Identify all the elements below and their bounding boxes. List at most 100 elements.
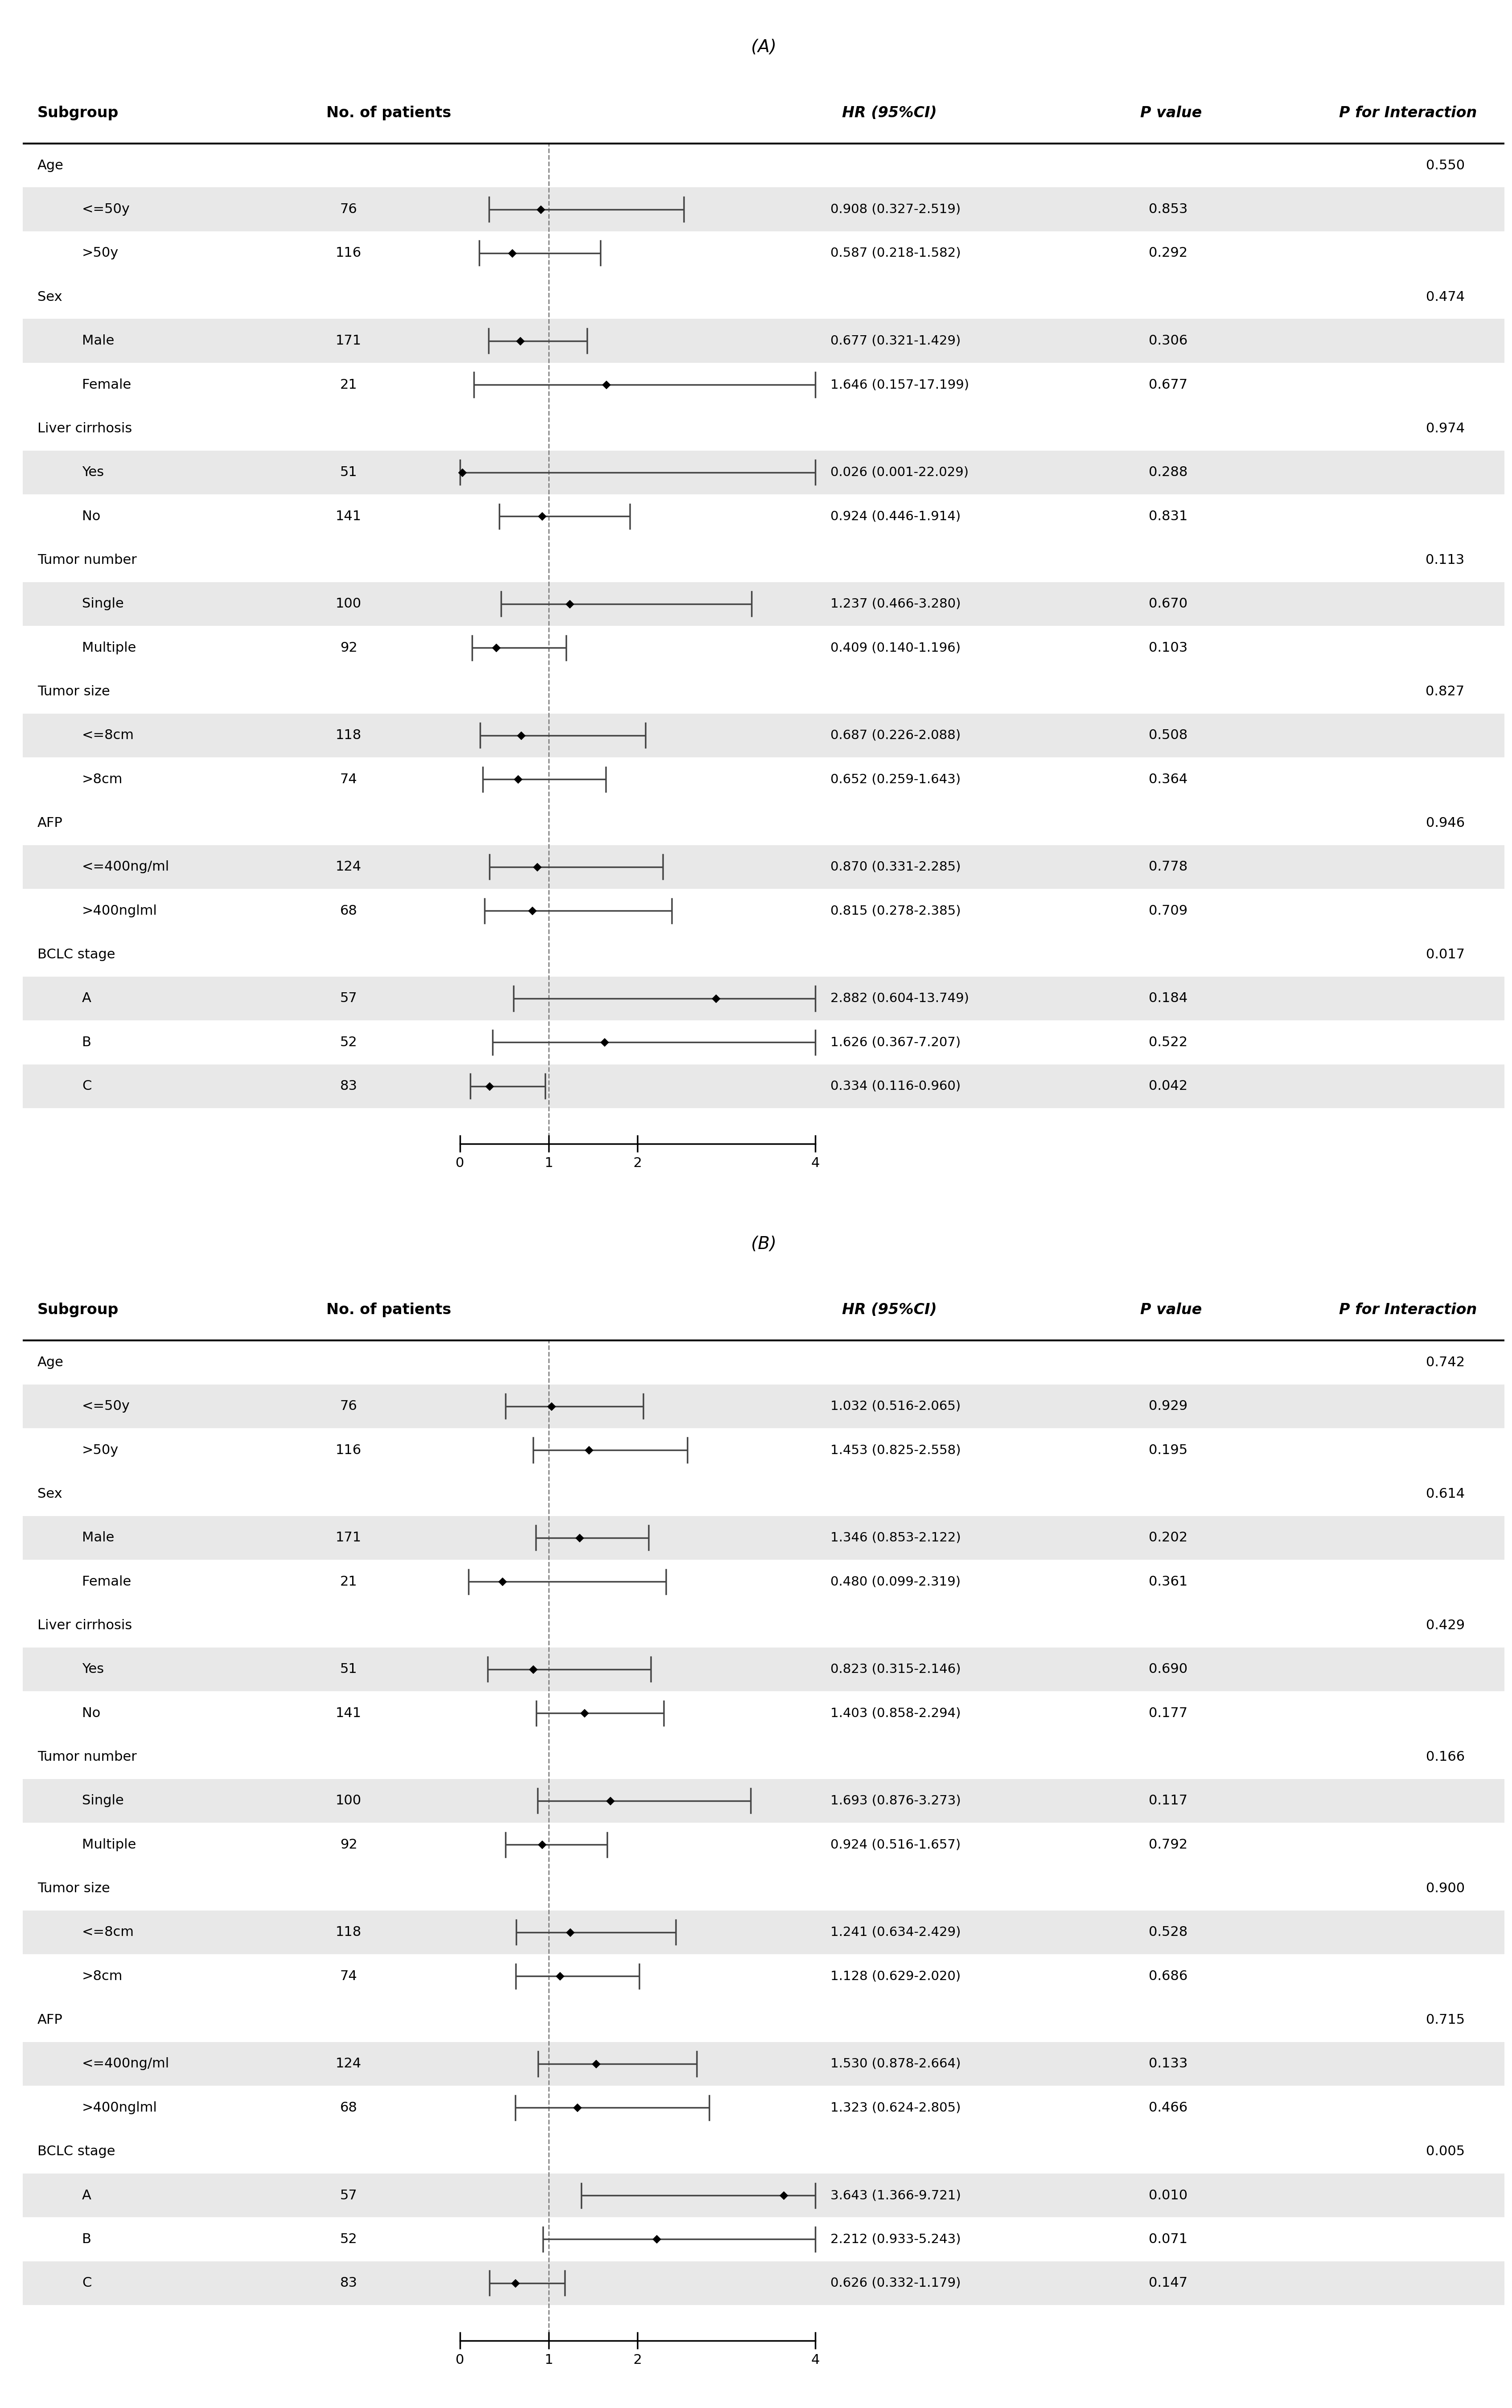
Text: 0.429: 0.429 [1426, 1618, 1465, 1633]
Text: 0.133: 0.133 [1149, 2056, 1188, 2071]
Bar [23, 2129, 1504, 2174]
Text: Age: Age [38, 159, 64, 171]
Text: 0.017: 0.017 [1426, 949, 1465, 961]
Text: 57: 57 [340, 2189, 357, 2201]
Text: Multiple: Multiple [82, 1837, 136, 1852]
Text: 4: 4 [810, 2353, 820, 2367]
Text: 124: 124 [336, 2056, 361, 2071]
Text: 0.466: 0.466 [1149, 2102, 1187, 2114]
Text: 100: 100 [336, 1794, 361, 1808]
Text: HR (95%CI): HR (95%CI) [842, 1303, 937, 1317]
Text: Male: Male [82, 335, 115, 347]
Text: 0.792: 0.792 [1149, 1837, 1187, 1852]
Text: Tumor number: Tumor number [38, 1751, 138, 1763]
Text: No. of patients: No. of patients [327, 106, 452, 120]
Text: AFP: AFP [38, 816, 64, 831]
Text: >8cm: >8cm [82, 773, 122, 785]
Bar [23, 1471, 1504, 1517]
Text: 0.709: 0.709 [1149, 905, 1187, 917]
Text: 0.480 (0.099-2.319): 0.480 (0.099-2.319) [830, 1575, 960, 1587]
Text: <=50y: <=50y [82, 1399, 130, 1413]
Text: >400nglml: >400nglml [82, 905, 157, 917]
Bar [23, 845, 1504, 889]
Text: 0.166: 0.166 [1426, 1751, 1465, 1763]
Text: P value: P value [1140, 106, 1202, 120]
Text: BCLC stage: BCLC stage [38, 949, 115, 961]
Text: 0.626 (0.332-1.179): 0.626 (0.332-1.179) [830, 2278, 960, 2290]
Text: 21: 21 [340, 1575, 357, 1587]
Text: 0.202: 0.202 [1149, 1531, 1187, 1544]
Text: (B): (B) [751, 1235, 776, 1252]
Bar [23, 1780, 1504, 1823]
Text: 1.241 (0.634-2.429): 1.241 (0.634-2.429) [830, 1926, 960, 1938]
Text: 0.528: 0.528 [1149, 1926, 1188, 1938]
Text: <=50y: <=50y [82, 202, 130, 217]
Text: 1: 1 [544, 2353, 553, 2367]
Text: C: C [82, 1079, 92, 1093]
Bar [23, 583, 1504, 626]
Text: 0.815 (0.278-2.385): 0.815 (0.278-2.385) [830, 905, 960, 917]
Text: 83: 83 [340, 2276, 357, 2290]
Bar [23, 188, 1504, 231]
Text: 0: 0 [455, 2353, 464, 2367]
Text: 74: 74 [340, 773, 357, 785]
Text: 0.974: 0.974 [1426, 421, 1465, 436]
Text: 0.690: 0.690 [1149, 1664, 1187, 1676]
Bar [23, 932, 1504, 978]
Bar [23, 494, 1504, 537]
Text: <=400ng/ml: <=400ng/ml [82, 860, 169, 874]
Text: 0.474: 0.474 [1426, 291, 1465, 303]
Text: 0.929: 0.929 [1149, 1399, 1187, 1413]
Bar [23, 978, 1504, 1021]
Bar [23, 1955, 1504, 1999]
Text: Subgroup: Subgroup [38, 1303, 119, 1317]
Text: Tumor size: Tumor size [38, 686, 110, 698]
Text: AFP: AFP [38, 2013, 64, 2028]
Text: Tumor size: Tumor size [38, 1883, 110, 1895]
Text: 0.361: 0.361 [1149, 1575, 1188, 1587]
Text: Single: Single [82, 597, 124, 609]
Text: B: B [82, 2232, 91, 2247]
Text: 0.042: 0.042 [1149, 1079, 1187, 1093]
Bar [23, 1736, 1504, 1780]
Text: Male: Male [82, 1531, 115, 1544]
Text: A: A [82, 992, 91, 1004]
Text: >8cm: >8cm [82, 1970, 122, 1982]
Text: 92: 92 [340, 1837, 357, 1852]
Text: 68: 68 [340, 2102, 357, 2114]
Text: 0.177: 0.177 [1149, 1707, 1187, 1719]
Text: 0.184: 0.184 [1149, 992, 1188, 1004]
Text: 116: 116 [336, 1445, 361, 1457]
Text: 21: 21 [340, 378, 357, 390]
Text: 1.128 (0.629-2.020): 1.128 (0.629-2.020) [830, 1970, 960, 1982]
Text: 0.147: 0.147 [1149, 2276, 1187, 2290]
Text: 0.522: 0.522 [1149, 1035, 1187, 1050]
Text: Sex: Sex [38, 1488, 62, 1500]
Bar [23, 889, 1504, 932]
Text: No. of patients: No. of patients [327, 1303, 452, 1317]
Bar [23, 2174, 1504, 2218]
Text: 0.900: 0.900 [1426, 1883, 1465, 1895]
Text: 2.212 (0.933-5.243): 2.212 (0.933-5.243) [830, 2232, 960, 2247]
Bar [23, 2261, 1504, 2304]
Text: 118: 118 [336, 730, 361, 742]
Text: 0.409 (0.140-1.196): 0.409 (0.140-1.196) [830, 641, 960, 655]
Text: 0.686: 0.686 [1149, 1970, 1188, 1982]
Text: 0.908 (0.327-2.519): 0.908 (0.327-2.519) [830, 202, 960, 217]
Text: 0: 0 [455, 1156, 464, 1170]
Text: BCLC stage: BCLC stage [38, 2146, 115, 2158]
Text: Multiple: Multiple [82, 641, 136, 655]
Text: 0.306: 0.306 [1149, 335, 1188, 347]
Text: 0.103: 0.103 [1149, 641, 1188, 655]
Bar [23, 669, 1504, 713]
Bar [23, 2085, 1504, 2129]
Bar [23, 1823, 1504, 1866]
Text: 0.550: 0.550 [1426, 159, 1465, 171]
Text: 0.853: 0.853 [1149, 202, 1188, 217]
Bar [23, 1866, 1504, 1910]
Bar [23, 1910, 1504, 1955]
Text: 0.364: 0.364 [1149, 773, 1188, 785]
Text: No: No [82, 510, 100, 523]
Text: Liver cirrhosis: Liver cirrhosis [38, 1618, 132, 1633]
Text: 0.677 (0.321-1.429): 0.677 (0.321-1.429) [830, 335, 960, 347]
